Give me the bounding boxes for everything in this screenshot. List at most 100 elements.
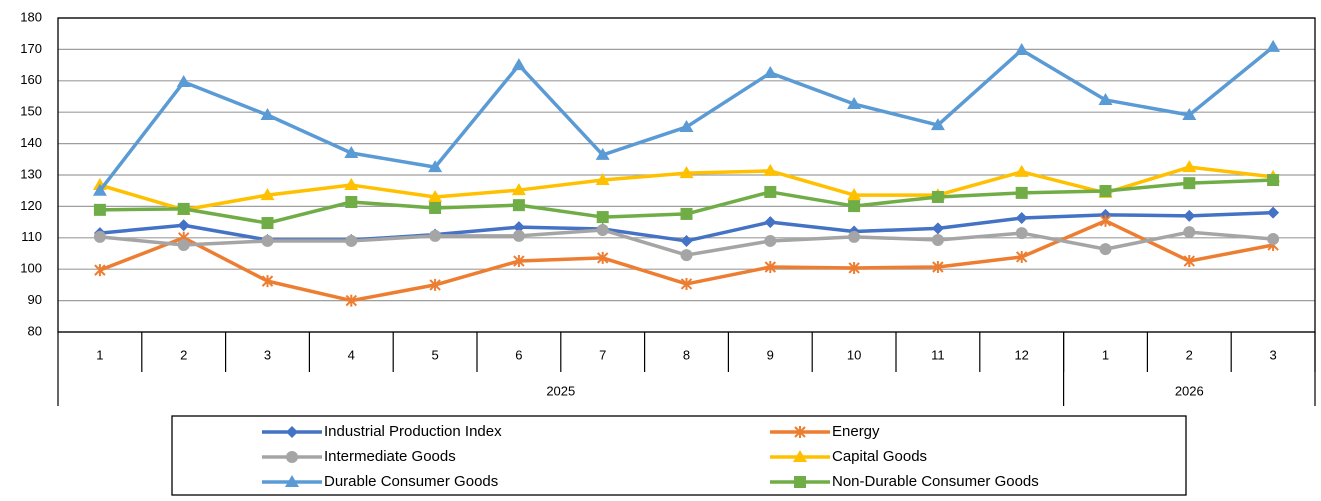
marker <box>764 234 777 247</box>
marker <box>261 275 274 288</box>
marker <box>1267 233 1280 246</box>
marker <box>680 249 693 262</box>
marker <box>429 229 442 242</box>
marker <box>848 261 860 274</box>
marker <box>847 188 862 201</box>
legend-label: Capital Goods <box>832 448 927 465</box>
marker <box>511 58 526 71</box>
x-tick-label: 2 <box>1186 347 1193 362</box>
marker <box>512 221 525 234</box>
marker <box>176 75 191 88</box>
marker <box>1183 177 1196 190</box>
marker <box>261 234 274 247</box>
x-tick-label: 3 <box>1269 347 1276 362</box>
marker <box>92 183 107 196</box>
marker <box>1267 174 1280 187</box>
marker <box>1098 92 1113 105</box>
marker <box>1183 209 1196 222</box>
marker <box>1014 164 1029 177</box>
marker <box>344 178 359 191</box>
legend: Industrial Production Index Energy Interme… <box>171 415 1187 496</box>
x-tick-label: 10 <box>847 347 861 362</box>
marker <box>177 219 190 232</box>
group-label: 2025 <box>546 383 575 398</box>
marker <box>931 222 944 235</box>
x-tick-label: 7 <box>599 347 606 362</box>
marker <box>94 264 106 277</box>
marker <box>512 199 525 212</box>
y-tick-label: 160 <box>20 72 42 87</box>
marker <box>1182 160 1197 173</box>
y-tick-label: 80 <box>28 323 42 338</box>
marker <box>260 108 275 121</box>
y-tick-label: 150 <box>20 104 42 119</box>
marker <box>930 118 945 131</box>
marker <box>429 278 441 291</box>
marker <box>680 234 693 247</box>
marker <box>286 426 298 438</box>
marker <box>286 451 298 463</box>
plot-border <box>57 17 1316 333</box>
marker <box>1182 108 1197 121</box>
marker <box>595 173 610 186</box>
group-label: 2026 <box>1175 383 1204 398</box>
marker <box>511 183 526 196</box>
marker <box>177 239 190 252</box>
marker <box>177 202 190 215</box>
x-tick-label: 3 <box>264 347 271 362</box>
marker <box>1099 185 1112 198</box>
marker <box>344 146 359 159</box>
marker <box>931 233 944 246</box>
legend-label: Durable Consumer Goods <box>324 473 498 490</box>
marker <box>261 217 274 230</box>
marker <box>1015 212 1028 225</box>
marker <box>793 450 807 462</box>
marker <box>763 163 778 176</box>
marker <box>345 234 358 247</box>
marker <box>596 211 609 224</box>
marker <box>1015 250 1028 263</box>
x-tick-label: 4 <box>348 347 355 362</box>
marker <box>1183 255 1196 268</box>
marker <box>932 261 944 274</box>
y-tick-label: 130 <box>20 166 42 181</box>
marker <box>596 251 609 264</box>
x-tick-label: 8 <box>683 347 690 362</box>
x-tick-label: 12 <box>1014 347 1028 362</box>
marker <box>680 207 693 220</box>
marker <box>1266 39 1281 52</box>
marker <box>93 203 106 216</box>
x-tick-label: 6 <box>515 347 522 362</box>
marker <box>429 201 442 214</box>
marker <box>93 230 106 243</box>
legend-box <box>171 415 1187 496</box>
x-tick-label: 11 <box>931 347 945 362</box>
legend-label: Non-Durable Consumer Goods <box>832 473 1039 490</box>
y-tick-label: 110 <box>21 229 42 244</box>
marker <box>1267 206 1280 219</box>
marker <box>345 196 358 209</box>
marker <box>764 261 777 274</box>
marker <box>794 476 806 488</box>
x-tick-label: 1 <box>96 347 103 362</box>
marker <box>848 230 861 243</box>
marker <box>847 97 862 110</box>
x-tick-label: 1 <box>1102 347 1109 362</box>
marker <box>1015 227 1028 240</box>
marker <box>1014 43 1029 56</box>
x-tick-label: 9 <box>767 347 774 362</box>
y-tick-label: 140 <box>20 135 42 150</box>
marker <box>428 189 443 202</box>
x-tick-label: 2 <box>180 347 187 362</box>
marker <box>679 166 694 179</box>
y-tick-label: 120 <box>20 198 42 213</box>
legend-label: Intermediate Goods <box>324 448 456 465</box>
y-tick-label: 100 <box>20 261 42 276</box>
marker <box>595 147 610 160</box>
marker <box>848 200 861 213</box>
marker <box>764 185 777 198</box>
y-tick-label: 180 <box>20 9 42 24</box>
marker <box>794 426 806 438</box>
marker <box>763 65 778 78</box>
